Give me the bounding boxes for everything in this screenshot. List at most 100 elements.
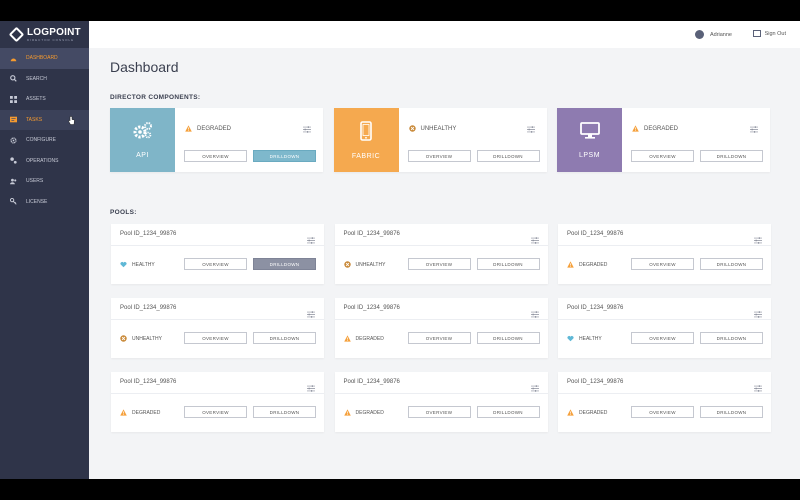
sidebar-item-configure[interactable]: CONFIGURE xyxy=(0,130,89,151)
settings-icon[interactable] xyxy=(750,120,758,138)
settings-icon[interactable] xyxy=(754,379,762,397)
healthy-icon xyxy=(567,335,574,342)
settings-icon[interactable] xyxy=(530,305,539,323)
drilldown-button[interactable]: DRILLDOWN xyxy=(253,332,316,344)
status-text: DEGRADED xyxy=(355,409,384,416)
overview-button[interactable]: OVERVIEW xyxy=(184,332,247,344)
overview-button[interactable]: OVERVIEW xyxy=(407,406,471,418)
settings-icon[interactable] xyxy=(530,379,539,397)
gear-icon xyxy=(10,137,17,144)
drilldown-button[interactable]: DRILLDOWN xyxy=(476,258,540,270)
pools-label: POOLS: xyxy=(110,209,137,216)
status-text: UNHEALTHY xyxy=(420,125,457,132)
page-title: Dashboard xyxy=(110,59,179,75)
drilldown-button[interactable]: DRILLDOWN xyxy=(476,150,540,162)
unhealthy-icon xyxy=(408,125,416,132)
component-tile[interactable]: LPSM xyxy=(557,108,622,172)
sidebar-item-label: OPERATIONS xyxy=(26,157,59,164)
drilldown-button[interactable]: DRILLDOWN xyxy=(700,332,763,344)
drilldown-button[interactable]: DRILLDOWN xyxy=(476,406,540,418)
drilldown-button[interactable]: DRILLDOWN xyxy=(700,406,763,418)
settings-icon[interactable] xyxy=(307,379,315,397)
component-status: UNHEALTHY xyxy=(408,125,457,132)
overview-button[interactable]: OVERVIEW xyxy=(407,150,471,162)
sidebar-item-users[interactable]: USERS xyxy=(0,171,89,192)
component-name: API xyxy=(136,151,149,159)
overview-button[interactable]: OVERVIEW xyxy=(631,258,694,270)
director-components-label: DIRECTOR COMPONENTS: xyxy=(110,94,201,101)
sidebar: LOGPOINT DIRECTOR CONSOLE DASHBOARD SEARC… xyxy=(0,21,89,479)
pool-card: Pool ID_1234_99876 UNHEALTHY OVERVIEW DRILL… xyxy=(334,224,548,284)
logo[interactable]: LOGPOINT DIRECTOR CONSOLE xyxy=(0,21,89,48)
dashboard-icon xyxy=(10,55,17,62)
signout-label: Sign Out xyxy=(764,30,786,37)
settings-icon[interactable] xyxy=(307,305,315,323)
divider xyxy=(334,319,548,320)
pool-id: Pool ID_1234_99876 xyxy=(343,231,400,237)
logo-icon xyxy=(8,26,25,43)
status-text: HEALTHY xyxy=(579,335,602,342)
sidebar-item-label: SEARCH xyxy=(26,75,47,82)
sidebar-item-dashboard[interactable]: DASHBOARD xyxy=(0,48,89,69)
sidebar-item-operations[interactable]: OPERATIONS xyxy=(0,151,89,172)
pool-id: Pool ID_1234_99876 xyxy=(120,379,177,385)
component-status: DEGRADED xyxy=(632,125,678,132)
status-text: DEGRADED xyxy=(132,409,161,416)
user-name: Adrianne xyxy=(709,31,732,38)
overview-button[interactable]: OVERVIEW xyxy=(184,406,247,418)
sidebar-item-search[interactable]: SEARCH xyxy=(0,69,89,90)
signout-button[interactable]: Sign Out xyxy=(752,30,786,37)
app-window: LOGPOINT DIRECTOR CONSOLE DASHBOARD SEARC… xyxy=(0,21,800,479)
component-tile[interactable]: API xyxy=(110,108,175,172)
pool-card: Pool ID_1234_99876 DEGRADED OVERVIEW DRILLD… xyxy=(334,298,548,358)
overview-button[interactable]: OVERVIEW xyxy=(407,332,471,344)
settings-icon[interactable] xyxy=(307,231,315,249)
unhealthy-icon xyxy=(343,261,351,268)
component-status: DEGRADED xyxy=(185,125,231,132)
pool-id: Pool ID_1234_99876 xyxy=(120,305,177,311)
pool-status: UNHEALTHY xyxy=(343,261,385,268)
status-text: DEGRADED xyxy=(644,125,679,132)
drilldown-button[interactable]: DRILLDOWN xyxy=(700,150,763,162)
sidebar-item-tasks[interactable]: TASKS xyxy=(0,109,89,130)
pool-id: Pool ID_1234_99876 xyxy=(120,231,177,237)
settings-icon[interactable] xyxy=(754,305,762,323)
divider xyxy=(334,245,548,246)
drilldown-button[interactable]: DRILLDOWN xyxy=(700,258,763,270)
drilldown-button[interactable]: DRILLDOWN xyxy=(253,258,316,270)
drilldown-button[interactable]: DRILLDOWN xyxy=(253,150,316,162)
overview-button[interactable]: OVERVIEW xyxy=(184,150,247,162)
overview-button[interactable]: OVERVIEW xyxy=(631,150,694,162)
sidebar-item-license[interactable]: LICENSE xyxy=(0,192,89,213)
pool-status: DEGRADED xyxy=(567,409,607,416)
mobile-icon xyxy=(360,120,372,143)
status-text: DEGRADED xyxy=(579,409,608,416)
drilldown-button[interactable]: DRILLDOWN xyxy=(476,332,540,344)
overview-button[interactable]: OVERVIEW xyxy=(184,258,247,270)
settings-icon[interactable] xyxy=(526,120,535,138)
settings-icon[interactable] xyxy=(754,231,762,249)
divider xyxy=(558,245,771,246)
settings-icon[interactable] xyxy=(530,231,539,249)
sidebar-item-label: USERS xyxy=(26,178,44,185)
pool-id: Pool ID_1234_99876 xyxy=(343,379,400,385)
logo-title: LOGPOINT xyxy=(27,26,81,38)
topbar: Adrianne Sign Out xyxy=(89,21,800,48)
status-text: UNHEALTHY xyxy=(132,335,162,342)
overview-button[interactable]: OVERVIEW xyxy=(631,406,694,418)
degraded-icon xyxy=(632,125,639,132)
divider xyxy=(334,393,548,394)
divider xyxy=(111,245,324,246)
degraded-icon xyxy=(343,409,351,416)
user-menu[interactable]: Adrianne xyxy=(694,30,732,39)
healthy-icon xyxy=(120,261,127,268)
overview-button[interactable]: OVERVIEW xyxy=(407,258,471,270)
pool-card: Pool ID_1234_99876 DEGRADED OVERVIEW DRILLD… xyxy=(558,224,771,284)
overview-button[interactable]: OVERVIEW xyxy=(631,332,694,344)
sidebar-item-assets[interactable]: ASSETS xyxy=(0,89,89,110)
drilldown-button[interactable]: DRILLDOWN xyxy=(253,406,316,418)
settings-icon[interactable] xyxy=(303,120,311,138)
logo-subtitle: DIRECTOR CONSOLE xyxy=(27,37,75,42)
pool-card: Pool ID_1234_99876 UNHEALTHY OVERVIEW DRILL… xyxy=(111,298,324,358)
component-tile[interactable]: FABRIC xyxy=(333,108,399,172)
